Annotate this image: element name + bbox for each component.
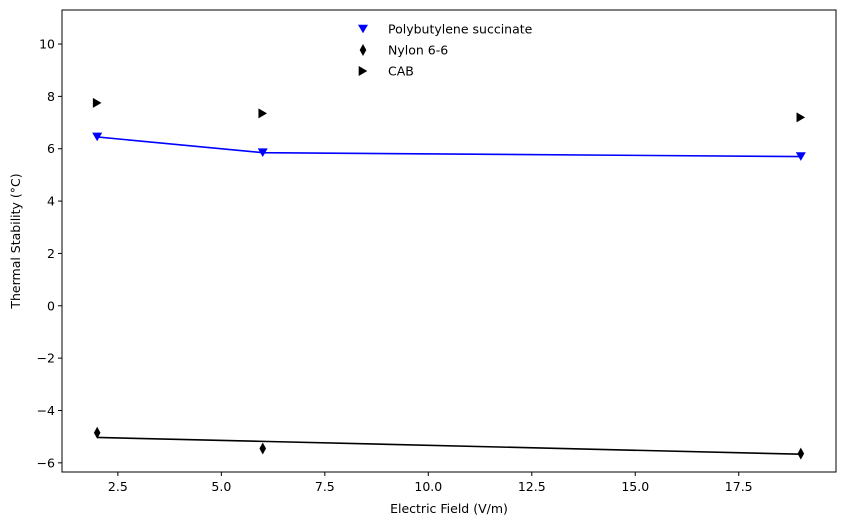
y-tick-label: −4	[37, 403, 55, 418]
y-ticks: −6 −4 −2 0 2 4 6 8 10	[37, 37, 62, 470]
data-point-series-2	[258, 108, 268, 119]
legend-marker	[358, 24, 368, 34]
fit-line-series-0	[97, 136, 801, 158]
y-tick-label: 2	[47, 246, 55, 261]
x-tick-label: 2.5	[108, 479, 128, 494]
fit-line-series-1	[97, 436, 801, 455]
x-tick-label: 10.0	[414, 479, 442, 494]
data-points	[92, 97, 806, 460]
y-tick-label: 10	[39, 37, 55, 52]
legend-marker	[359, 44, 367, 56]
plot-frame	[61, 9, 837, 473]
data-point-series-1	[797, 447, 805, 460]
x-axis-title: Electric Field (V/m)	[390, 501, 508, 516]
data-point-series-0	[795, 152, 806, 161]
x-tick-label: 17.5	[725, 479, 753, 494]
legend-label: Nylon 6-6	[388, 43, 448, 58]
legend-label: Polybutylene succinate	[388, 22, 533, 37]
data-point-series-0	[92, 132, 103, 142]
legend-marker	[358, 66, 368, 76]
y-tick-label: 4	[47, 194, 55, 209]
y-tick-label: 8	[47, 89, 55, 104]
fit-lines	[97, 136, 801, 455]
data-point-series-2	[796, 112, 806, 123]
x-tick-label: 15.0	[621, 479, 649, 494]
data-point-series-1	[93, 426, 101, 439]
data-point-series-0	[257, 148, 268, 157]
data-point-series-1	[259, 442, 267, 455]
x-tick-label: 12.5	[518, 479, 546, 494]
y-tick-label: 6	[47, 141, 55, 156]
x-tick-label: 7.5	[315, 479, 335, 494]
data-point-series-2	[92, 97, 102, 108]
legend-label: CAB	[388, 64, 414, 79]
x-ticks: 2.5 5.0 7.5 10.0 12.5 15.0 17.5	[108, 472, 753, 494]
y-axis-title: Thermal Stability (°C)	[8, 173, 23, 309]
legend: Polybutylene succinate Nylon 6-6 CAB	[358, 22, 533, 79]
y-tick-label: −6	[37, 455, 55, 470]
y-tick-label: −2	[37, 351, 55, 366]
x-tick-label: 5.0	[211, 479, 231, 494]
y-tick-label: 0	[47, 298, 55, 313]
